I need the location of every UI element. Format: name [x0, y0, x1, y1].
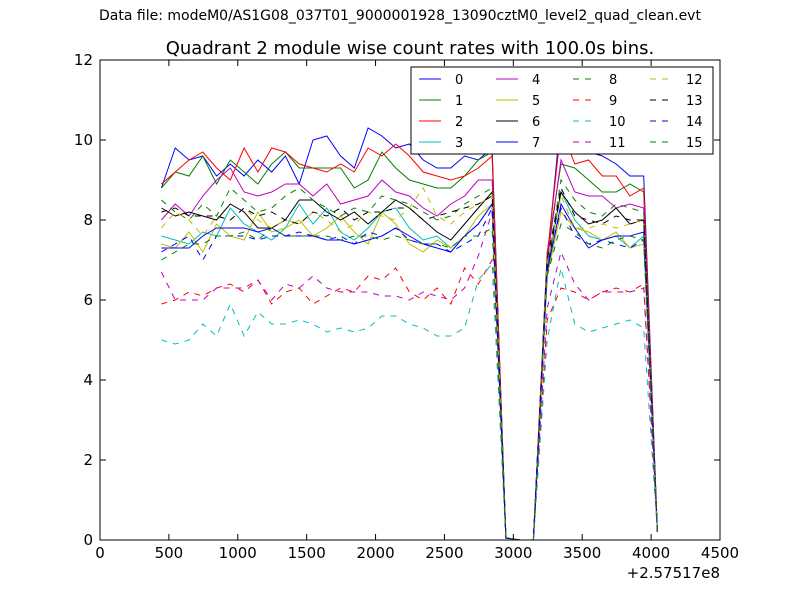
series-line-8 [161, 178, 658, 541]
series-line-3 [161, 190, 658, 541]
legend-label-2: 2 [455, 115, 463, 130]
legend-label-6: 6 [532, 115, 540, 130]
y-tick-label: 10 [74, 131, 93, 149]
series-line-13 [161, 186, 658, 541]
series-line-9 [161, 258, 658, 541]
series-line-2 [161, 127, 658, 541]
x-tick-label: 3500 [563, 544, 601, 562]
legend-label-11: 11 [609, 136, 626, 151]
figure-suptitle: Data file: modeM0/AS1G08_037T01_90000019… [99, 8, 701, 24]
legend-box [410, 66, 714, 155]
series-line-4 [161, 158, 658, 541]
y-tick-label: 6 [83, 291, 93, 309]
y-tick-label: 8 [83, 211, 93, 229]
series-line-15 [161, 223, 658, 541]
x-tick-label: 4000 [632, 544, 670, 562]
y-tick-label: 12 [74, 51, 93, 69]
x-tick-label: 1000 [219, 544, 257, 562]
x-tick-label: 4500 [701, 544, 739, 562]
axes-layer: 0 500 1000 1500 2000 2500 3000 3500 4000 4500 0 2 4 6… [74, 51, 739, 562]
chart-title: Quadrant 2 module wise count rates with … [166, 38, 655, 59]
legend-label-15: 15 [686, 136, 703, 151]
legend-label-9: 9 [609, 94, 617, 109]
x-tick-label: 500 [155, 544, 184, 562]
series-layer [160, 114, 658, 541]
x-tick-label: 2500 [425, 544, 463, 562]
x-tick-label: 3000 [494, 544, 532, 562]
legend-label-13: 13 [686, 94, 703, 109]
legend-label-5: 5 [532, 94, 540, 109]
legend-label-1: 1 [455, 94, 463, 109]
x-tick-label: 1500 [288, 544, 326, 562]
legend-label-12: 12 [686, 73, 703, 88]
y-tick-label: 4 [83, 371, 93, 389]
legend-label-7: 7 [532, 136, 540, 151]
series-line-12 [161, 187, 658, 541]
series-line-5 [161, 202, 658, 541]
series-line-14 [161, 206, 658, 541]
legend-label-8: 8 [609, 73, 617, 88]
series-line-10 [161, 262, 658, 541]
series-line-11 [160, 211, 658, 541]
x-tick-label: 0 [95, 544, 105, 562]
x-offset-label: +2.57517e8 [627, 564, 720, 582]
series-line-1 [161, 151, 658, 541]
series-line-7 [161, 202, 658, 541]
legend-label-14: 14 [686, 115, 703, 130]
legend-label-3: 3 [455, 136, 463, 151]
y-tick-label: 0 [83, 531, 93, 549]
legend-label-0: 0 [455, 73, 463, 88]
legend-label-10: 10 [609, 115, 626, 130]
x-tick-label: 2000 [356, 544, 394, 562]
legend-label-4: 4 [532, 73, 540, 88]
y-tick-label: 2 [83, 451, 93, 469]
